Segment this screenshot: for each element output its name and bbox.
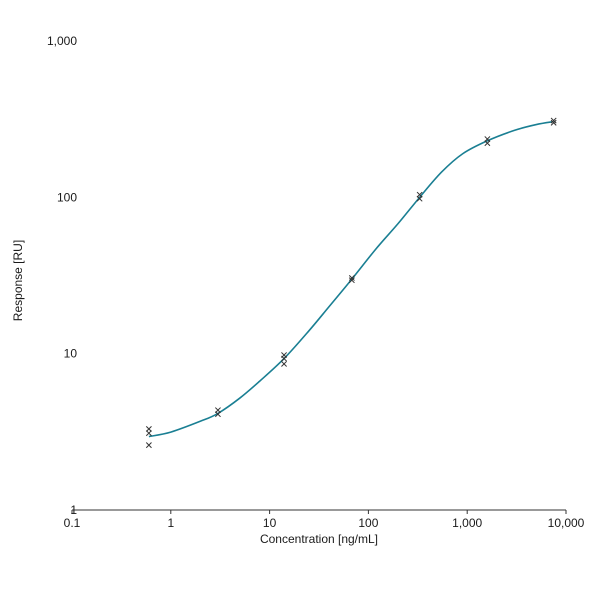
fit-curve-layer [148, 120, 554, 438]
x-axis-title: Concentration [ng/mL] [260, 532, 378, 546]
data-point-marker [416, 195, 423, 202]
data-point-marker [348, 275, 355, 281]
y-axis-ticks: 1 10 100 1,000 [47, 34, 77, 517]
y-tick-label: 10 [64, 347, 78, 361]
data-points [145, 117, 557, 449]
x-tick-label: 0.1 [64, 516, 81, 530]
data-point-marker [145, 425, 152, 432]
x-tick-label: 100 [358, 516, 378, 530]
data-point-marker [348, 277, 355, 284]
x-tick-label: 1 [167, 516, 174, 530]
x-tick-label: 1,000 [452, 516, 482, 530]
data-point-marker [550, 119, 557, 126]
y-axis-title: Response [RU] [11, 240, 25, 321]
data-point-marker [145, 442, 152, 449]
y-tick-label: 1,000 [47, 34, 77, 48]
x-axis-ticks: 0.1 1 10 100 1,000 10,000 [64, 510, 585, 530]
data-point-marker [281, 355, 287, 362]
data-point-marker [484, 140, 491, 147]
x-tick-label: 10,000 [548, 516, 585, 530]
x-tick-label: 10 [263, 516, 277, 530]
data-point-marker [145, 430, 152, 437]
data-point-marker [281, 360, 287, 367]
data-point-marker [214, 411, 221, 418]
y-tick-label: 1 [70, 503, 77, 517]
y-tick-label: 100 [57, 190, 77, 204]
data-point-marker [550, 117, 557, 124]
fit-curve [148, 120, 554, 438]
